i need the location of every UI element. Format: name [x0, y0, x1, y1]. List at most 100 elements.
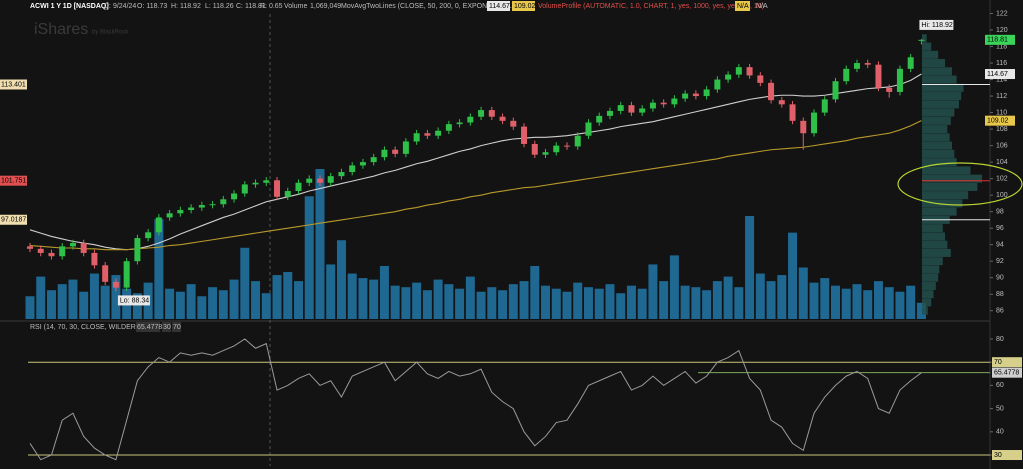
volume-bar: [498, 290, 508, 319]
candle-body: [402, 141, 409, 154]
y-tick-label: 88: [996, 291, 1004, 298]
candle-body: [349, 165, 356, 173]
volume-bar: [734, 287, 744, 319]
candle-body: [91, 252, 98, 266]
volume-bar: [433, 279, 443, 319]
candle-body: [220, 199, 227, 205]
y-tick-label: 100: [996, 192, 1008, 199]
ma-tag: 109.02: [987, 118, 1009, 125]
volume-bar: [218, 290, 228, 319]
candle-body: [295, 182, 302, 192]
profile-bar: [922, 191, 969, 200]
volume-bar: [111, 275, 121, 319]
volume-bar: [884, 287, 894, 319]
volume-bar: [68, 279, 78, 319]
watermark: iShares: [34, 21, 88, 38]
candle-body: [617, 105, 624, 111]
candle-body: [843, 68, 850, 82]
level-tag-box: [0, 175, 27, 186]
y-tick-label: 110: [996, 109, 1007, 116]
y-tick-label: 116: [996, 60, 1007, 67]
volume-bar: [197, 296, 207, 319]
profile-bar: [922, 141, 952, 150]
rsi-header-level: 70: [173, 324, 181, 331]
y-tick-label: 104: [996, 159, 1008, 166]
volume-bar: [315, 169, 325, 319]
candle-body: [714, 79, 721, 90]
rsi-header-value: 65.4778: [137, 324, 162, 331]
volume-bar: [863, 290, 873, 319]
volume-bar: [916, 302, 926, 319]
candle-body: [811, 112, 818, 134]
ma-tag: 114.67: [987, 71, 1008, 78]
candle-body: [381, 149, 388, 158]
volume-bar: [175, 291, 185, 319]
candle-body: [435, 130, 442, 136]
header-field: N/A: [737, 3, 749, 10]
rsi-level-tag-box: [992, 450, 1022, 461]
candle-body: [274, 180, 281, 197]
header-field: H: 118.92: [171, 3, 201, 10]
candle-body: [574, 135, 581, 147]
volume-bar: [444, 284, 454, 319]
candle-body: [746, 67, 753, 76]
candle-body: [768, 82, 775, 101]
level-tag-box: [0, 79, 27, 90]
volume-bar: [616, 293, 626, 319]
volume-bar: [240, 247, 250, 319]
candle-body: [531, 143, 538, 155]
candle-body: [231, 193, 238, 200]
candle-body: [907, 57, 914, 69]
hi-label-box: [919, 19, 954, 30]
profile-bar: [922, 199, 963, 208]
candle-body: [413, 133, 420, 142]
candle-body: [639, 108, 646, 113]
volume-bar: [723, 276, 733, 319]
candle-body: [338, 172, 345, 177]
volume-bar: [873, 281, 883, 319]
volume-bar: [594, 288, 604, 319]
y-tick-label: 118: [996, 43, 1007, 50]
y-tick-label: 102: [996, 175, 1008, 182]
candle-body: [69, 243, 76, 247]
y-tick-label: 114: [996, 76, 1007, 83]
candle-body: [456, 122, 463, 125]
header-study: MovAvgTwoLines (CLOSE, 50, 200, 0, EXPON…: [341, 3, 514, 10]
candle-body: [918, 39, 925, 41]
volume-bar: [57, 284, 67, 319]
highlight-ellipse: [897, 162, 1023, 206]
profile-bar: [922, 166, 971, 175]
candle-body: [896, 68, 903, 92]
volume-bar: [487, 287, 497, 319]
volume-bar: [788, 232, 798, 319]
volume-bar: [583, 287, 593, 319]
profile-bar: [922, 50, 939, 59]
candle-body: [155, 217, 162, 233]
volume-bar: [25, 296, 35, 319]
profile-bar: [922, 100, 959, 109]
candle-body: [853, 63, 860, 69]
volume-bar: [379, 265, 389, 319]
profile-bar: [922, 116, 951, 125]
y-tick-label: 92: [996, 258, 1004, 265]
candle-body: [886, 87, 893, 92]
profile-bar: [922, 149, 955, 158]
volume-bar: [36, 276, 46, 319]
volume-bar: [165, 288, 175, 319]
volume-bar: [132, 293, 142, 319]
volume-bar: [79, 291, 89, 319]
y-tick-label: 98: [996, 209, 1004, 216]
volume-bar: [745, 215, 755, 319]
profile-bar: [922, 248, 951, 257]
candle-body: [263, 180, 270, 183]
volume-bar: [294, 281, 303, 319]
level-tag-box: [0, 214, 27, 225]
volume-bar: [659, 281, 669, 319]
volume-bar: [46, 290, 56, 319]
volume-bar: [347, 273, 357, 319]
volume-bar: [283, 272, 293, 319]
candle-body: [424, 133, 431, 136]
volume-bar: [777, 275, 787, 319]
candle-body: [37, 248, 44, 253]
candle-body: [564, 145, 570, 147]
